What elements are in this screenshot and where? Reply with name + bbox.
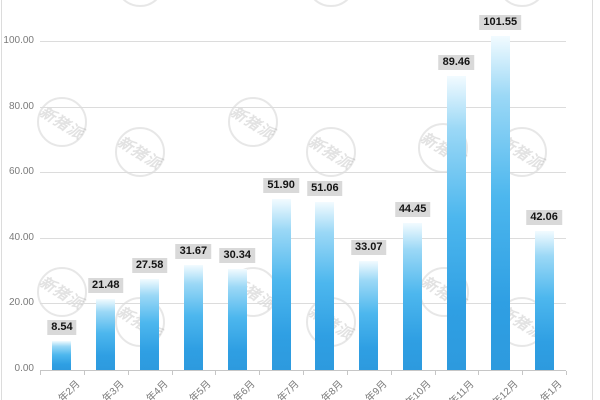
bar-value-label: 89.46 — [438, 54, 475, 70]
bar-value-label: 8.54 — [47, 319, 77, 335]
bar-value-label: 42.06 — [526, 210, 562, 226]
watermark-stamp: 新猪派 — [115, 127, 165, 177]
watermark-text: 新猪派 — [305, 132, 356, 173]
watermark-stamp: 新猪派 — [228, 97, 278, 147]
bar-value-label: 33.07 — [350, 239, 387, 255]
x-axis-category-label: 年5月 — [188, 378, 215, 400]
x-axis-tick — [171, 371, 173, 375]
x-axis-tick — [522, 371, 524, 375]
chart-border-left — [1, 0, 2, 400]
y-axis-tick-label: 0.00 — [14, 363, 34, 374]
gridline — [40, 237, 566, 239]
x-axis-category-label: 年3月 — [100, 378, 127, 400]
bar — [52, 340, 72, 370]
x-axis-category-label: 年2月 — [56, 378, 83, 400]
x-axis-category-label: 年4月 — [144, 378, 171, 400]
x-axis-category-label: 年12月 — [491, 378, 521, 400]
gridline — [40, 41, 566, 42]
bar — [140, 278, 160, 370]
x-axis-category-label: 年7月 — [275, 378, 302, 400]
bar-value-label: 30.34 — [219, 248, 256, 264]
x-axis-tick — [566, 371, 567, 375]
gridline — [40, 172, 566, 174]
x-axis-tick — [346, 371, 348, 375]
bar — [183, 265, 203, 370]
gridline — [40, 303, 566, 305]
x-axis-category-label: 年1月 — [538, 378, 565, 400]
bar-value-label: 31.67 — [175, 244, 212, 260]
bar — [490, 35, 510, 370]
bar-value-label: 51.90 — [263, 177, 299, 193]
watermark-stamp: 新猪派 — [497, 0, 547, 7]
bar-value-label: 101.55 — [479, 14, 522, 30]
watermark-text: 新猪派 — [305, 0, 357, 4]
bar — [403, 223, 423, 370]
x-axis-tick — [390, 371, 392, 375]
x-axis-tick — [40, 371, 41, 375]
y-axis-tick-label: 60.00 — [8, 166, 34, 178]
x-axis-tick — [83, 371, 85, 375]
watermark-stamp: 新猪派 — [306, 127, 356, 177]
watermark-stamp: 新猪派 — [306, 0, 356, 7]
x-axis-tick — [303, 371, 304, 375]
bar — [271, 198, 291, 370]
gridline — [40, 106, 566, 108]
y-axis-tick-label: 80.00 — [8, 100, 34, 112]
y-axis-tick-label: 100.00 — [3, 35, 34, 46]
chart-border-right — [592, 0, 593, 400]
bar — [446, 75, 466, 370]
y-axis-tick-label: 40.00 — [8, 231, 34, 243]
bar — [534, 231, 554, 370]
x-axis-tick — [478, 371, 480, 375]
bar — [227, 269, 247, 370]
x-axis-category-label: 年9月 — [363, 378, 390, 400]
x-axis-category-label: 年11月 — [447, 378, 478, 400]
x-axis-category-label: 年6月 — [232, 378, 258, 400]
watermark-text: 新猪派 — [36, 272, 87, 313]
x-axis-category-label: 年10月 — [403, 378, 434, 400]
bar — [315, 201, 335, 370]
bar — [96, 298, 116, 370]
x-axis-tick — [127, 371, 129, 375]
watermark-stamp: 新猪派 — [115, 0, 165, 7]
watermark-text: 新猪派 — [496, 0, 548, 4]
bar-value-label: 21.48 — [87, 277, 124, 293]
watermark-stamp: 新猪派 — [37, 267, 87, 317]
x-axis-tick — [434, 371, 436, 375]
watermark-stamp: 新猪派 — [37, 97, 87, 147]
x-axis-line — [40, 370, 566, 371]
bar-value-label: 51.06 — [307, 180, 343, 196]
watermark-text: 新猪派 — [114, 132, 165, 173]
x-axis-tick — [259, 371, 261, 375]
x-axis-category-label: 年8月 — [319, 378, 346, 400]
watermark-text: 新猪派 — [114, 0, 166, 4]
y-axis-tick-label: 20.00 — [8, 297, 34, 309]
bar — [359, 260, 379, 370]
bar-value-label: 44.45 — [394, 202, 431, 218]
x-axis-tick — [215, 371, 217, 375]
bar-value-label: 27.58 — [131, 257, 168, 273]
